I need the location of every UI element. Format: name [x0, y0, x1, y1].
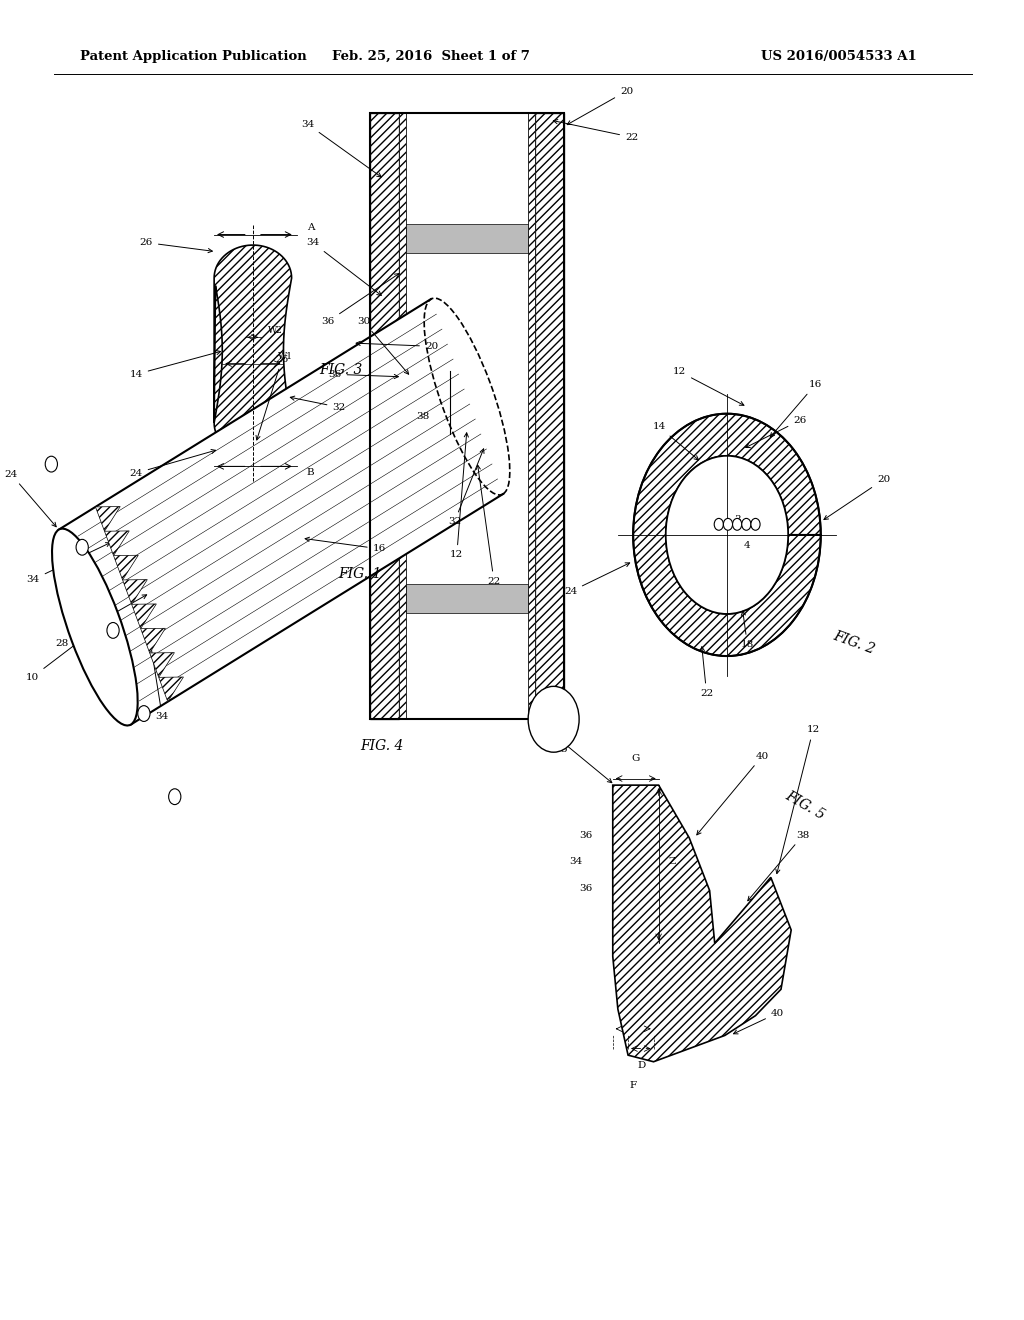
Text: FIG. 5: FIG. 5 [783, 788, 827, 822]
Text: 26: 26 [139, 238, 212, 252]
Text: 36: 36 [329, 370, 398, 379]
Text: Z: Z [669, 857, 676, 866]
Text: 32: 32 [291, 396, 346, 412]
Text: D: D [637, 1061, 645, 1071]
Text: 34: 34 [301, 120, 381, 177]
Text: 32: 32 [447, 449, 484, 527]
Circle shape [528, 686, 580, 752]
Polygon shape [398, 114, 406, 719]
Text: 24: 24 [5, 470, 56, 527]
Polygon shape [536, 114, 564, 719]
Circle shape [76, 540, 88, 556]
Circle shape [138, 706, 151, 722]
Bar [406, 223, 528, 252]
Text: F: F [630, 1081, 637, 1090]
Text: 26: 26 [745, 416, 807, 447]
Text: Patent Application Publication: Patent Application Publication [80, 50, 306, 63]
Text: 16: 16 [305, 537, 386, 553]
Text: US 2016/0054533 A1: US 2016/0054533 A1 [761, 50, 916, 63]
Polygon shape [612, 785, 792, 1061]
Text: 30: 30 [357, 317, 409, 374]
Circle shape [723, 519, 732, 531]
Bar [406, 585, 528, 614]
Text: W1: W1 [279, 352, 293, 360]
Text: 22: 22 [553, 120, 638, 141]
Text: 12: 12 [776, 726, 820, 874]
Text: 34: 34 [306, 238, 381, 296]
Text: W2: W2 [268, 326, 283, 335]
Text: G: G [631, 755, 639, 763]
Polygon shape [633, 413, 821, 656]
Circle shape [169, 789, 181, 805]
Text: 20: 20 [356, 342, 438, 351]
Text: 24: 24 [564, 562, 630, 597]
Text: FIG. 4: FIG. 4 [359, 739, 403, 752]
Text: Feb. 25, 2016  Sheet 1 of 7: Feb. 25, 2016 Sheet 1 of 7 [333, 50, 530, 63]
Circle shape [714, 519, 723, 531]
Text: 36: 36 [580, 883, 592, 892]
Text: 20: 20 [824, 475, 890, 520]
Text: 38: 38 [416, 412, 429, 421]
Text: 3: 3 [734, 515, 740, 524]
Polygon shape [132, 605, 157, 628]
Text: 18: 18 [740, 611, 754, 649]
Text: 22: 22 [700, 647, 713, 697]
Text: 5: 5 [560, 746, 567, 754]
Polygon shape [58, 300, 503, 725]
Text: 4: 4 [744, 541, 751, 550]
Polygon shape [214, 246, 292, 455]
Bar [370, 114, 564, 719]
Ellipse shape [52, 528, 137, 726]
Polygon shape [150, 652, 174, 677]
Circle shape [45, 457, 57, 473]
Text: 26: 26 [256, 355, 289, 440]
Circle shape [666, 455, 788, 614]
Circle shape [741, 519, 751, 531]
Text: 16: 16 [770, 380, 822, 437]
Polygon shape [114, 556, 138, 579]
Polygon shape [95, 507, 120, 531]
Circle shape [751, 519, 760, 531]
Text: 34: 34 [27, 543, 110, 583]
Text: 10: 10 [26, 618, 111, 681]
Polygon shape [370, 114, 398, 719]
Text: 36: 36 [580, 830, 592, 840]
Text: 28: 28 [55, 595, 146, 648]
Polygon shape [140, 628, 166, 653]
Text: FIG. 1: FIG. 1 [338, 568, 382, 581]
Text: 34: 34 [148, 643, 169, 721]
Text: 24: 24 [129, 449, 215, 478]
Circle shape [106, 623, 119, 639]
Text: 34: 34 [569, 857, 583, 866]
Polygon shape [159, 677, 183, 702]
Text: 12: 12 [673, 367, 743, 405]
Text: 40: 40 [733, 1008, 784, 1034]
Text: 24: 24 [534, 719, 611, 783]
Text: 22: 22 [476, 465, 501, 586]
Text: 38: 38 [748, 830, 810, 900]
Text: 40: 40 [696, 752, 769, 834]
Text: 12: 12 [451, 433, 468, 560]
Text: FIG. 2: FIG. 2 [830, 628, 877, 657]
Text: B: B [307, 469, 314, 478]
Circle shape [732, 519, 741, 531]
Polygon shape [123, 579, 147, 605]
Bar [406, 114, 528, 719]
Text: 14: 14 [652, 422, 698, 459]
Text: 36: 36 [322, 273, 399, 326]
Text: A: A [307, 223, 314, 232]
Text: 20: 20 [567, 87, 633, 124]
Text: FIG. 3: FIG. 3 [319, 363, 362, 378]
Text: 14: 14 [129, 351, 220, 379]
Polygon shape [104, 531, 129, 556]
Polygon shape [528, 114, 536, 719]
